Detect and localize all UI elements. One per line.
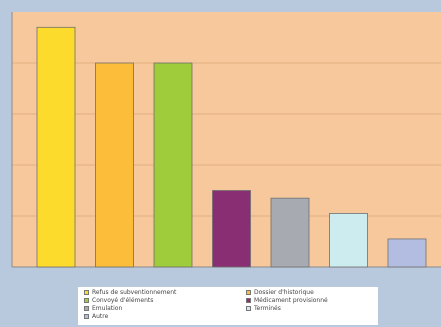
legend-label: Refus de subventionnement <box>92 289 177 296</box>
legend-swatch <box>84 314 89 319</box>
bar: Autre <box>387 238 427 268</box>
bar: Terminés <box>329 213 368 268</box>
legend-swatch <box>84 298 89 303</box>
bar: Médicament provisionné <box>212 190 251 268</box>
legend-item: Médicament provisionné <box>246 297 328 304</box>
legend-label: Emulation <box>92 305 123 312</box>
bar: Emulation <box>270 197 310 268</box>
legend-swatch <box>246 290 251 295</box>
legend-label: Autre <box>92 313 109 320</box>
gridlines <box>12 62 441 217</box>
legend-label: Convoyé d'éléments <box>92 297 154 304</box>
legend: Refus de subventionnement Convoyé d'élém… <box>78 287 378 325</box>
legend-item: Convoyé d'éléments <box>84 297 153 304</box>
legend-item: Autre <box>84 313 108 320</box>
legend-item: Dossier d'historique <box>246 289 314 296</box>
legend-swatch <box>246 306 251 311</box>
bar-series: Refus de subventionnement Dossier d'histo… <box>36 26 427 268</box>
bar: Dossier d'historique <box>95 62 134 268</box>
legend-item: Refus de subventionnement <box>84 289 176 296</box>
legend-label: Terminés <box>254 305 281 312</box>
bar: Convoyé d'éléments <box>153 62 193 268</box>
legend-item: Terminés <box>246 305 281 312</box>
legend-label: Médicament provisionné <box>254 297 328 304</box>
legend-swatch <box>246 298 251 303</box>
legend-label: Dossier d'historique <box>254 289 314 296</box>
legend-swatch <box>84 306 89 311</box>
bar: Refus de subventionnement <box>36 26 76 268</box>
legend-item: Emulation <box>84 305 122 312</box>
legend-swatch <box>84 290 89 295</box>
